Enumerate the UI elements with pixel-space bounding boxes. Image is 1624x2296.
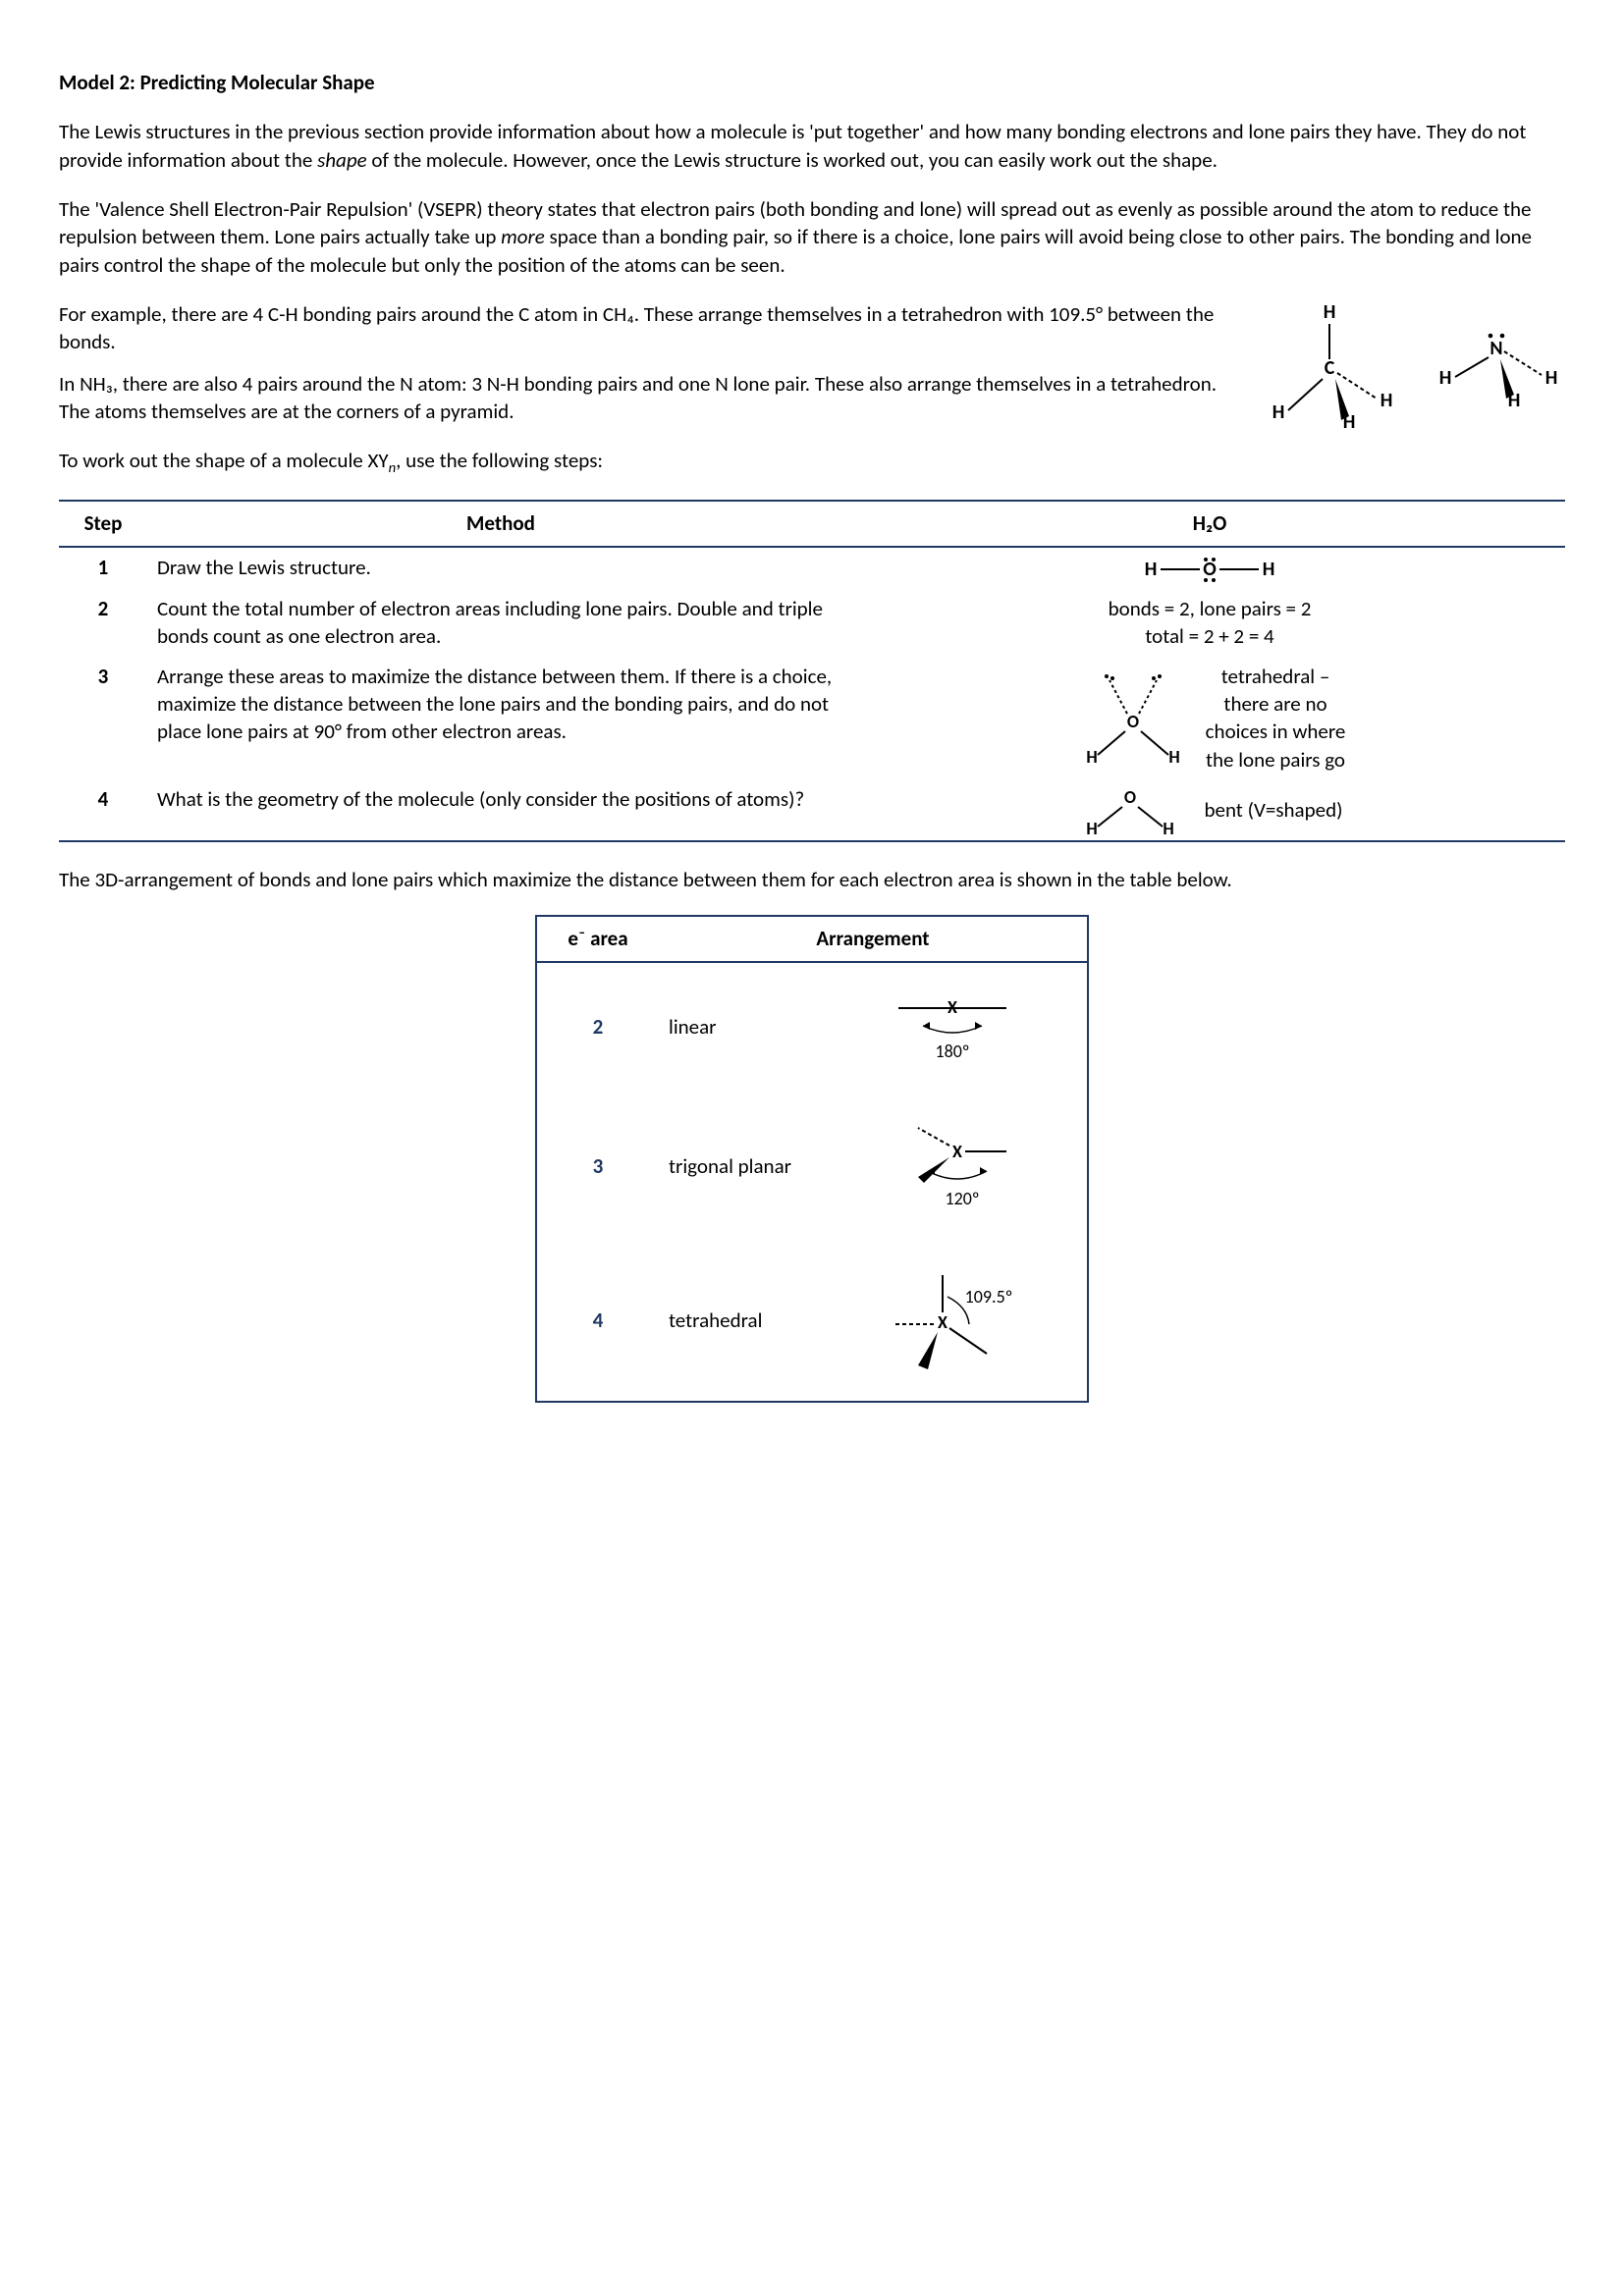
table-row: 3 trigonal planar X 120º bbox=[536, 1093, 1088, 1242]
step-number: 1 bbox=[59, 547, 147, 589]
angle-label: 120º bbox=[946, 1188, 980, 1209]
step-method: Arrange these areas to maximize the dist… bbox=[147, 657, 854, 779]
svg-text:H: H bbox=[1380, 389, 1393, 412]
step-h2o-illustration: H O H bbox=[854, 547, 1565, 589]
table-row: 2 linear X 180º bbox=[536, 962, 1088, 1093]
arrangement-diagram: X 120º bbox=[857, 1093, 1088, 1242]
step-number: 4 bbox=[59, 779, 147, 841]
table-row: 4 What is the geometry of the molecule (… bbox=[59, 779, 1565, 841]
svg-text:H: H bbox=[1164, 818, 1174, 834]
svg-text:C: C bbox=[1325, 356, 1335, 380]
table-header-row: e⁻ area Arrangement bbox=[536, 916, 1088, 961]
page-title: Model 2: Predicting Molecular Shape bbox=[59, 69, 1565, 96]
text: bent (V=shaped) bbox=[1204, 796, 1342, 824]
svg-text:H: H bbox=[1545, 366, 1558, 390]
text: bonds = 2, lone pairs = 2 bbox=[864, 595, 1555, 622]
earea-value: 2 bbox=[536, 962, 659, 1093]
text: of the molecule. However, once the Lewis… bbox=[367, 147, 1218, 173]
svg-text:H: H bbox=[1263, 558, 1275, 581]
text: the lone pairs go bbox=[1206, 746, 1346, 774]
arrangement-name: linear bbox=[659, 962, 857, 1093]
molecule-figures: C H H H H N H H H bbox=[1251, 300, 1565, 438]
step-h2o-illustration: O H H bbox=[854, 657, 1565, 779]
arrangement-name: tetrahedral bbox=[659, 1242, 857, 1402]
text: there are no bbox=[1206, 690, 1346, 718]
table-row: 2 Count the total number of electron are… bbox=[59, 589, 1565, 657]
emphasis-shape: shape bbox=[317, 147, 367, 173]
earea-value: 4 bbox=[536, 1242, 659, 1402]
text: tetrahedral – bbox=[1206, 663, 1346, 690]
svg-text:X: X bbox=[952, 1141, 962, 1162]
ch4-nh3-diagram: C H H H H N H H H bbox=[1251, 300, 1565, 438]
col-h2o: H₂O bbox=[854, 501, 1565, 546]
table-row: 1 Draw the Lewis structure. H O H bbox=[59, 547, 1565, 589]
paragraph-1: The Lewis structures in the previous sec… bbox=[59, 118, 1565, 174]
table-row: 4 tetrahedral X 109.5º bbox=[536, 1242, 1088, 1402]
text: choices in where bbox=[1206, 718, 1346, 745]
step-number: 2 bbox=[59, 589, 147, 657]
svg-text:H: H bbox=[1168, 746, 1179, 765]
step-method: Draw the Lewis structure. bbox=[147, 547, 854, 589]
step-h2o-illustration: O H H bent (V=shaped) bbox=[854, 779, 1565, 841]
step-h2o-text: bonds = 2, lone pairs = 2 total = 2 + 2 … bbox=[854, 589, 1565, 657]
svg-text:H: H bbox=[1272, 400, 1285, 424]
table-header-row: Step Method H₂O bbox=[59, 501, 1565, 546]
col-arrangement: Arrangement bbox=[659, 916, 1088, 961]
col-earea: e⁻ area bbox=[536, 916, 659, 961]
step-method: What is the geometry of the molecule (on… bbox=[147, 779, 854, 841]
earea-value: 3 bbox=[536, 1093, 659, 1242]
col-step: Step bbox=[59, 501, 147, 546]
angle-label: 180º bbox=[936, 1041, 970, 1062]
emphasis-more: more bbox=[501, 224, 545, 249]
svg-text:H: H bbox=[1086, 746, 1097, 765]
paragraph-2: The 'Valence Shell Electron-Pair Repulsi… bbox=[59, 195, 1565, 279]
paragraph-5: To work out the shape of a molecule XYn,… bbox=[59, 447, 1565, 478]
paragraph-6: The 3D-arrangement of bonds and lone pai… bbox=[59, 866, 1565, 893]
arrangement-diagram: X 109.5º bbox=[857, 1242, 1088, 1402]
svg-text:H: H bbox=[1324, 300, 1336, 324]
arrangement-diagram: X 180º bbox=[857, 962, 1088, 1093]
svg-text:X: X bbox=[947, 996, 957, 1018]
svg-text:X: X bbox=[938, 1311, 947, 1333]
svg-text:H: H bbox=[1439, 366, 1452, 390]
svg-text:H: H bbox=[1145, 558, 1158, 581]
angle-label: 109.5º bbox=[965, 1286, 1013, 1308]
step-number: 3 bbox=[59, 657, 147, 779]
steps-table: Step Method H₂O 1 Draw the Lewis structu… bbox=[59, 500, 1565, 841]
text: total = 2 + 2 = 4 bbox=[864, 622, 1555, 650]
text: To work out the shape of a molecule XY bbox=[59, 448, 389, 473]
col-method: Method bbox=[147, 501, 854, 546]
step-method: Count the total number of electron areas… bbox=[147, 589, 854, 657]
arrangement-name: trigonal planar bbox=[659, 1093, 857, 1242]
svg-text:H: H bbox=[1087, 818, 1098, 834]
svg-text:N: N bbox=[1489, 337, 1502, 360]
arrangement-table: e⁻ area Arrangement 2 linear X 180º bbox=[535, 915, 1089, 1402]
table-row: 3 Arrange these areas to maximize the di… bbox=[59, 657, 1565, 779]
svg-text:O: O bbox=[1124, 786, 1136, 808]
svg-text:O: O bbox=[1127, 711, 1139, 732]
text: , use the following steps: bbox=[396, 448, 603, 473]
